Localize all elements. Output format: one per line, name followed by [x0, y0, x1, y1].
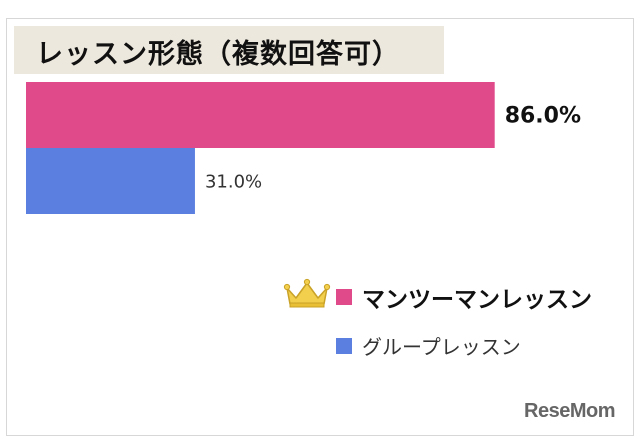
legend-item-manto: マンツーマンレッスン: [336, 280, 592, 314]
legend-swatch-manto: [336, 289, 352, 305]
chart-title: レッスン形態（複数回答可）: [36, 39, 400, 70]
legend-label-manto: マンツーマンレッスン: [362, 287, 592, 313]
data-label-manto: 86.0%: [505, 104, 581, 129]
resemom-watermark: ReseMom: [524, 400, 615, 422]
title-band: [14, 26, 444, 74]
legend-swatch-group: [336, 337, 352, 354]
bar-group: [26, 148, 195, 214]
data-label-group: 31.0%: [205, 171, 262, 192]
legend-label-group: グループレッスン: [362, 335, 521, 359]
legend-item-group: グループレッスン: [336, 331, 521, 360]
bar-manto: [26, 82, 495, 148]
crown-icon: [283, 278, 331, 308]
